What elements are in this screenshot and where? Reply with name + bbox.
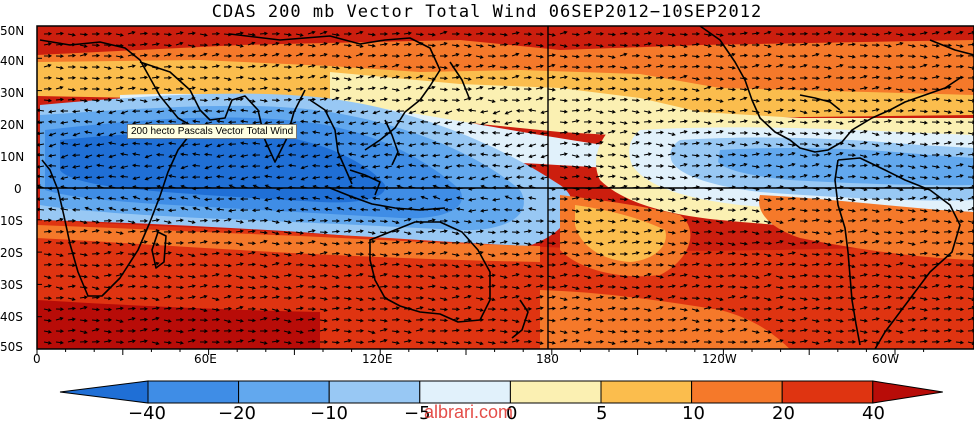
colorbar-label: −5 (404, 403, 431, 424)
tooltip: 200 hecto Pascals Vector Total Wind (127, 124, 298, 139)
axis-ticks (36, 25, 925, 355)
colorbar-label: −20 (218, 403, 256, 424)
colorbar-segment (781, 380, 874, 404)
colorbar-label: 5 (596, 403, 608, 424)
colorbar-segment (600, 380, 693, 404)
map-title: CDAS 200 mb Vector Total Wind 06SEP2012−… (211, 2, 763, 22)
lat-label-50s: 50S (0, 340, 23, 354)
lat-label-30s: 30S (0, 278, 23, 292)
lon-label-180: 180 (536, 352, 559, 366)
lat-label-10n: 10N (0, 150, 25, 164)
colorbar-segment (238, 380, 330, 404)
colorbar-segment (691, 380, 783, 404)
colorbar-label: −10 (310, 403, 348, 424)
coastlines (39, 26, 974, 349)
watermark: albrari.com (424, 402, 514, 422)
colorbar-segment (419, 380, 511, 404)
lon-label-0: 0 (33, 352, 41, 366)
lat-label-20n: 20N (0, 118, 25, 132)
colorbar-segment (59, 380, 149, 404)
colorbar-label: 20 (772, 403, 795, 424)
lat-label-50n: 50N (0, 24, 25, 38)
lon-label-120e: 120E (362, 352, 393, 366)
colorbar-label: 40 (862, 403, 885, 424)
colorbar-segment (147, 380, 240, 404)
lat-label-40n: 40N (0, 54, 25, 68)
lon-label-60w: 60W (872, 352, 900, 366)
lat-label-30n: 30N (0, 86, 25, 100)
colorbar-segment (509, 380, 602, 404)
colorbar-segment (328, 380, 421, 404)
colorbar (59, 380, 943, 404)
colorbar-label: −40 (128, 403, 166, 424)
lat-label-20s: 20S (0, 246, 23, 260)
lon-label-120w: 120W (702, 352, 737, 366)
lat-label-40s: 40S (0, 310, 23, 324)
colorbar-segment (872, 380, 943, 404)
lat-label-eq: 0 (14, 182, 22, 196)
lon-label-60e: 60E (194, 352, 217, 366)
wind-vectors (37, 30, 974, 346)
colorbar-label: 10 (682, 403, 705, 424)
colorbar-label: 0 (506, 403, 518, 424)
lat-label-10s: 10S (0, 214, 23, 228)
shaded-field (37, 26, 974, 349)
